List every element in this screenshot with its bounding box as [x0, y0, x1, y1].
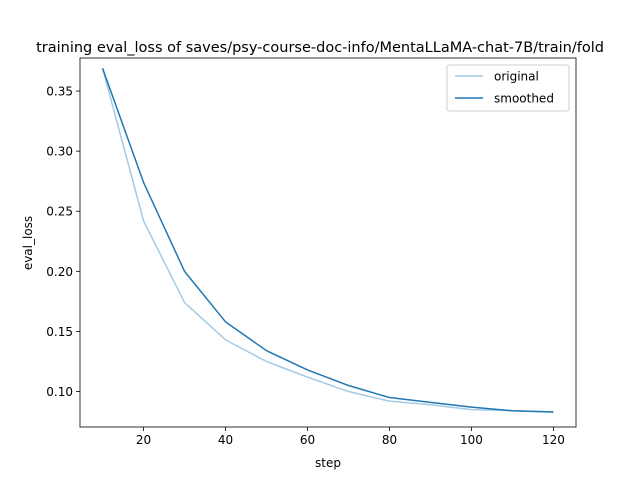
x-tick-label: 100	[460, 433, 483, 447]
y-tick-label: 0.25	[46, 205, 73, 219]
y-tick-label: 0.10	[46, 385, 73, 399]
legend-label-original: original	[494, 70, 539, 84]
x-axis-label: step	[315, 456, 341, 470]
y-ticks: 0.10 0.15 0.20 0.25 0.30 0.35	[46, 85, 80, 399]
series-layer	[101, 67, 554, 413]
plot-area	[80, 58, 576, 427]
y-tick-label: 0.20	[46, 265, 73, 279]
series-line-smoothed	[101, 67, 554, 413]
axes-frame	[79, 57, 577, 428]
x-ticks: 20 40 60 80 100 120	[136, 427, 565, 447]
x-tick-label: 80	[382, 433, 397, 447]
legend: original smoothed	[446, 64, 570, 112]
x-tick-label: 60	[300, 433, 315, 447]
series-line-original	[101, 68, 554, 413]
x-tick-label: 120	[542, 433, 565, 447]
y-tick-label: 0.15	[46, 325, 73, 339]
legend-label-smoothed: smoothed	[494, 92, 554, 106]
y-tick-label: 0.30	[46, 145, 73, 159]
y-axis-label: eval_loss	[21, 216, 35, 270]
x-tick-label: 20	[136, 433, 151, 447]
y-tick-label: 0.35	[46, 85, 73, 99]
x-tick-label: 40	[218, 433, 233, 447]
chart-title: training eval_loss of saves/psy-course-d…	[36, 40, 604, 56]
